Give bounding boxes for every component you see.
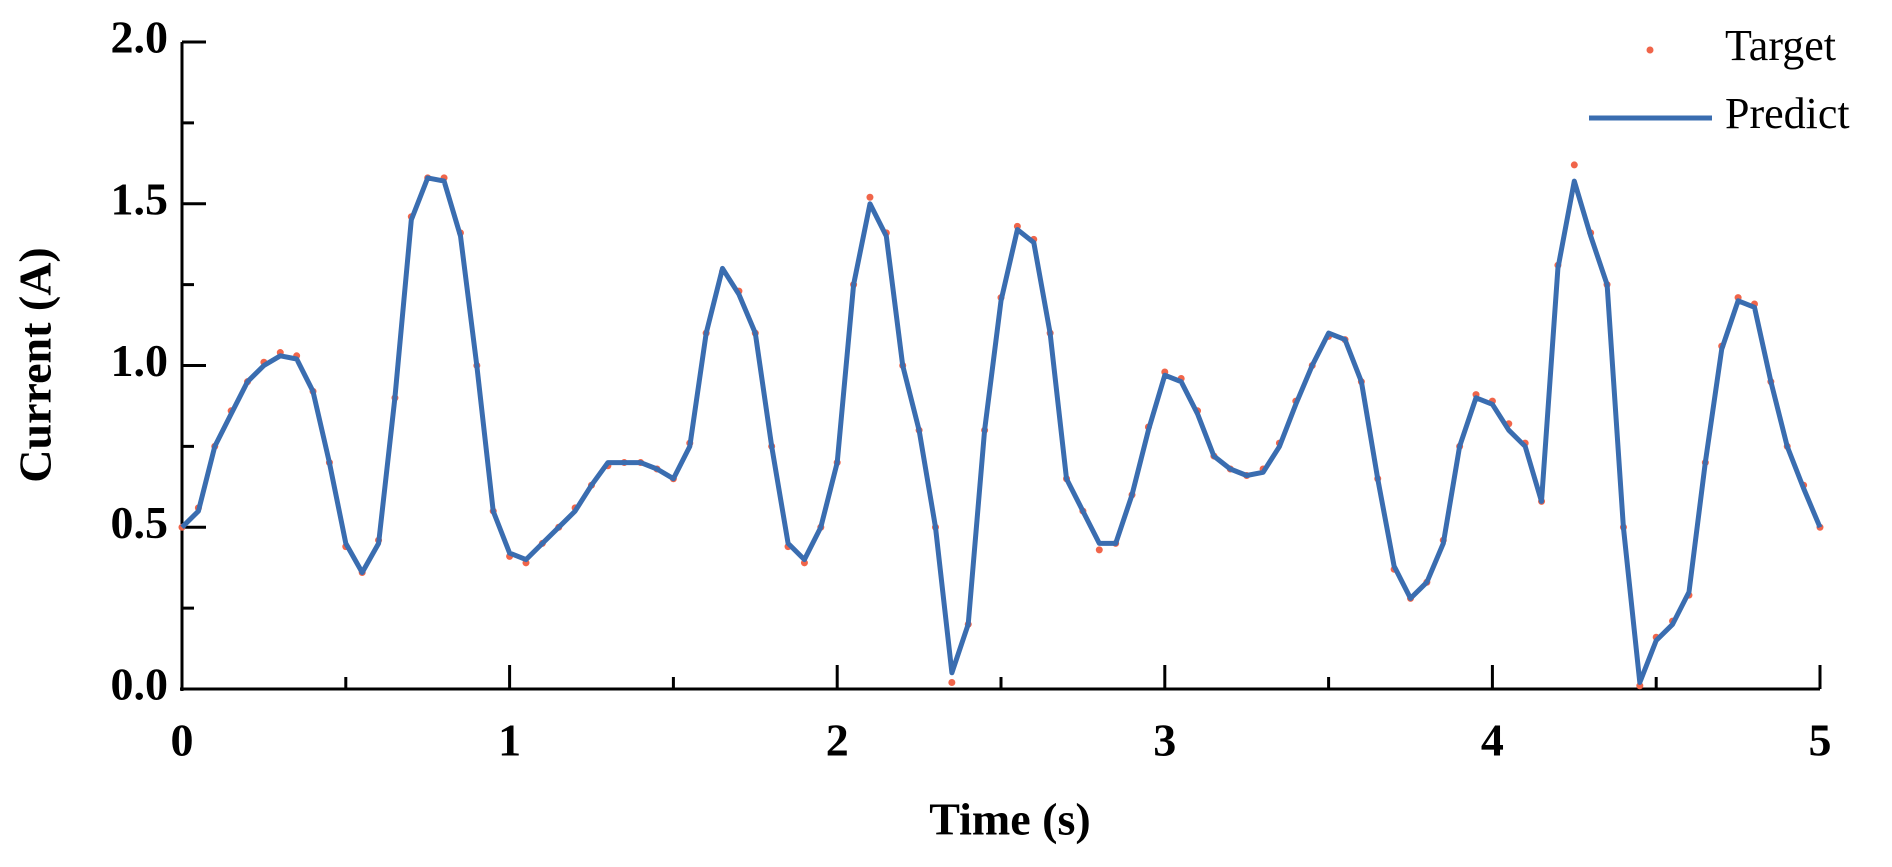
- x-axis-label: Time (s): [929, 794, 1090, 845]
- y-tick-label: 1.0: [111, 335, 169, 386]
- y-tick-label: 0.5: [111, 497, 169, 548]
- target-point: [948, 679, 956, 687]
- x-tick-label: 4: [1481, 715, 1504, 766]
- y-axis-label: Current (A): [10, 247, 61, 482]
- y-tick-label: 1.5: [111, 173, 169, 224]
- x-tick-label: 2: [826, 715, 849, 766]
- legend-marker: [1646, 46, 1654, 54]
- x-tick-label: 5: [1809, 715, 1832, 766]
- legend-label: Predict: [1725, 89, 1850, 138]
- target-point: [866, 193, 874, 201]
- target-point: [1570, 161, 1578, 169]
- x-tick-label: 1: [498, 715, 521, 766]
- x-tick-label: 0: [171, 715, 194, 766]
- y-tick-label: 0.0: [111, 659, 169, 710]
- y-tick-label: 2.0: [111, 12, 169, 63]
- legend-label: Target: [1725, 21, 1836, 70]
- x-tick-label: 3: [1153, 715, 1176, 766]
- predict-line: [180, 175, 1823, 685]
- target-point: [1095, 546, 1103, 554]
